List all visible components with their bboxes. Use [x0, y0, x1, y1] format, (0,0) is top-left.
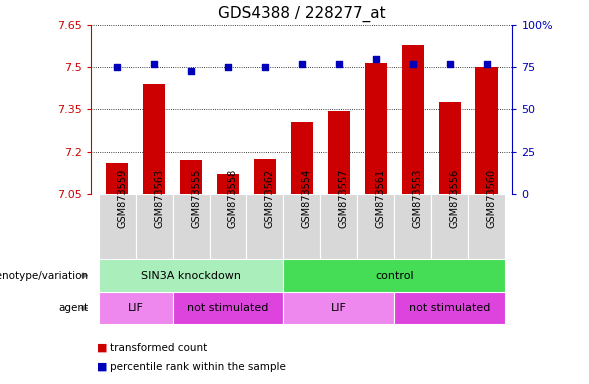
Bar [365, 63, 387, 194]
Title: GDS4388 / 228277_at: GDS4388 / 228277_at [218, 6, 386, 22]
Point [482, 61, 491, 67]
Text: GSM873560: GSM873560 [487, 169, 497, 228]
Text: GSM873555: GSM873555 [191, 169, 201, 228]
Text: GSM873563: GSM873563 [154, 169, 164, 228]
FancyBboxPatch shape [394, 194, 431, 259]
Bar [475, 67, 498, 194]
FancyBboxPatch shape [246, 194, 283, 259]
Text: GSM873558: GSM873558 [228, 169, 238, 228]
Text: GSM873553: GSM873553 [413, 169, 423, 228]
Point [260, 64, 270, 70]
Text: transformed count: transformed count [110, 343, 207, 353]
Text: LIF: LIF [331, 303, 347, 313]
Text: not stimulated: not stimulated [409, 303, 490, 313]
Text: SIN3A knockdown: SIN3A knockdown [141, 270, 241, 281]
Bar [143, 84, 165, 194]
FancyBboxPatch shape [283, 194, 320, 259]
Point [223, 64, 233, 70]
Point [371, 56, 380, 62]
Point [297, 61, 306, 67]
Text: GSM873559: GSM873559 [117, 169, 127, 228]
FancyBboxPatch shape [210, 194, 246, 259]
FancyBboxPatch shape [431, 194, 468, 259]
Text: GSM873556: GSM873556 [449, 169, 459, 228]
Bar [439, 103, 461, 194]
Text: GSM873562: GSM873562 [265, 169, 275, 228]
FancyBboxPatch shape [283, 292, 394, 324]
Bar [327, 111, 350, 194]
Bar [254, 159, 276, 194]
Bar [106, 163, 128, 194]
Point [112, 64, 122, 70]
Text: GSM873554: GSM873554 [302, 169, 312, 228]
FancyBboxPatch shape [358, 194, 394, 259]
FancyBboxPatch shape [135, 194, 173, 259]
Text: ■: ■ [97, 362, 108, 372]
Point [334, 61, 343, 67]
FancyBboxPatch shape [99, 259, 283, 292]
Point [150, 61, 159, 67]
Text: ■: ■ [97, 343, 108, 353]
Text: control: control [375, 270, 413, 281]
Bar [402, 45, 423, 194]
Bar [180, 160, 202, 194]
Text: LIF: LIF [128, 303, 144, 313]
Point [408, 61, 418, 67]
FancyBboxPatch shape [173, 194, 210, 259]
FancyBboxPatch shape [320, 194, 358, 259]
FancyBboxPatch shape [99, 194, 135, 259]
Bar [291, 122, 313, 194]
Text: GSM873557: GSM873557 [339, 169, 349, 228]
Text: GSM873561: GSM873561 [376, 169, 386, 228]
Text: agent: agent [58, 303, 88, 313]
Text: not stimulated: not stimulated [187, 303, 269, 313]
FancyBboxPatch shape [394, 292, 505, 324]
FancyBboxPatch shape [99, 292, 173, 324]
Text: percentile rank within the sample: percentile rank within the sample [110, 362, 286, 372]
Bar [217, 174, 239, 194]
Point [445, 61, 454, 67]
FancyBboxPatch shape [468, 194, 505, 259]
FancyBboxPatch shape [283, 259, 505, 292]
Point [186, 68, 196, 74]
FancyBboxPatch shape [173, 292, 283, 324]
Text: genotype/variation: genotype/variation [0, 270, 88, 281]
